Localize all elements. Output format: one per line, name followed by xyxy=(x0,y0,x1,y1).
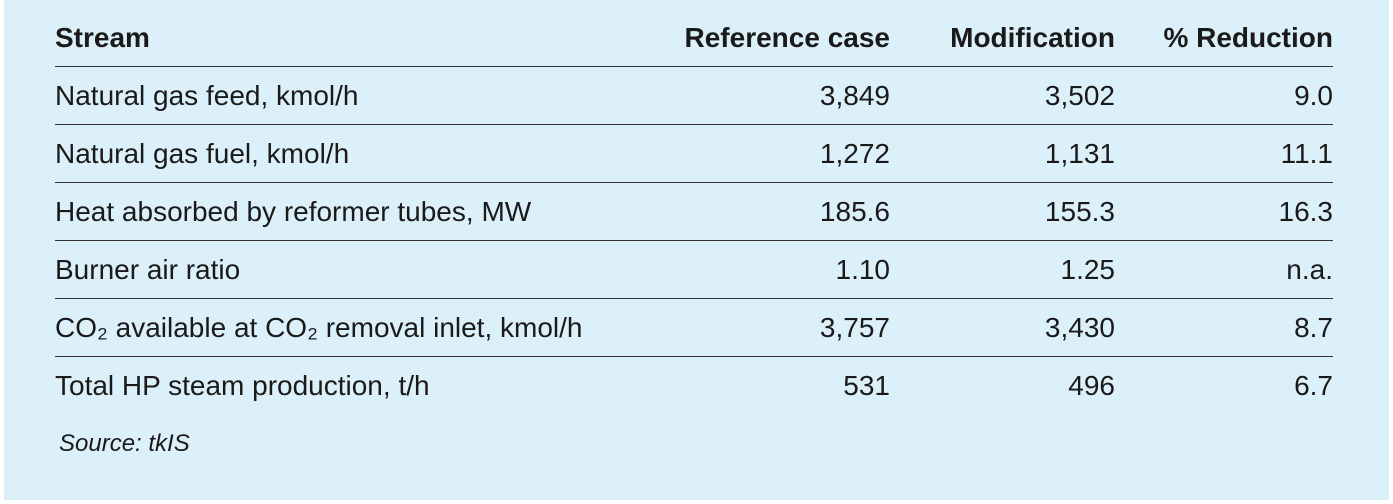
stream-cell: Total HP steam production, t/h xyxy=(55,369,430,401)
table-row: Heat absorbed by reformer tubes, MW 185.6… xyxy=(55,182,1333,241)
value-cell: 9.0 xyxy=(1115,66,1333,125)
value-cell: 11.1 xyxy=(1115,124,1333,183)
value-cell: 16.3 xyxy=(1115,182,1333,241)
value-cell: 6.7 xyxy=(1294,369,1333,401)
value-cell: 8.7 xyxy=(1115,298,1333,357)
header-cell: Reference case xyxy=(640,10,890,67)
value-cell: 1.10 xyxy=(640,240,890,299)
header-cell: Modification xyxy=(890,10,1115,67)
data-table: Stream Reference case Modification% Reduct… xyxy=(55,10,1333,414)
stream-cell: Natural gas fuel, kmol/h xyxy=(55,124,640,183)
value-cell: 1,272 xyxy=(640,124,890,183)
value-cell: 1.25 xyxy=(890,240,1115,299)
value-cell: 1,131 xyxy=(890,124,1115,183)
value-cell: 3,757 xyxy=(640,298,890,357)
stream-cell: Heat absorbed by reformer tubes, MW xyxy=(55,182,640,241)
value-cell: 3,430 xyxy=(890,298,1115,357)
stream-cell: CO₂ available at CO₂ removal inlet, kmol… xyxy=(55,298,640,357)
table-row: Natural gas fuel, kmol/h 1,272 1,131 11.1 xyxy=(55,124,1333,183)
table-row: Total HP steam production, t/h 531 496 6.7 xyxy=(55,357,1333,415)
value-cell: 496 xyxy=(1068,369,1115,401)
table-row: Burner air ratio 1.10 1.25 n.a. xyxy=(55,240,1333,299)
stream-cell: Natural gas feed, kmol/h xyxy=(55,66,640,125)
source-note: Source: tkIS xyxy=(59,430,190,457)
value-cell: 3,502 xyxy=(890,66,1115,125)
table-body: Natural gas feed, kmol/h 3,849 3,502 9.0 Nat… xyxy=(55,66,1333,415)
value-cell: 155.3 xyxy=(890,182,1115,241)
table-row: Natural gas feed, kmol/h 3,849 3,502 9.0 xyxy=(55,66,1333,125)
value-cell: 3,849 xyxy=(640,66,890,125)
value-cell: n.a. xyxy=(1115,240,1333,299)
header-cell: % Reduction xyxy=(1115,10,1333,67)
header-cell: Stream xyxy=(55,10,640,67)
stream-cell: Burner air ratio xyxy=(55,240,640,299)
table-panel: Stream Reference case Modification% Reduct… xyxy=(4,0,1389,500)
header-row: Stream Reference case Modification% Reduct… xyxy=(55,10,1333,67)
value-cell: 531 xyxy=(843,369,890,401)
value-cell: 185.6 xyxy=(640,182,890,241)
table-row: CO₂ available at CO₂ removal inlet, kmol… xyxy=(55,298,1333,357)
